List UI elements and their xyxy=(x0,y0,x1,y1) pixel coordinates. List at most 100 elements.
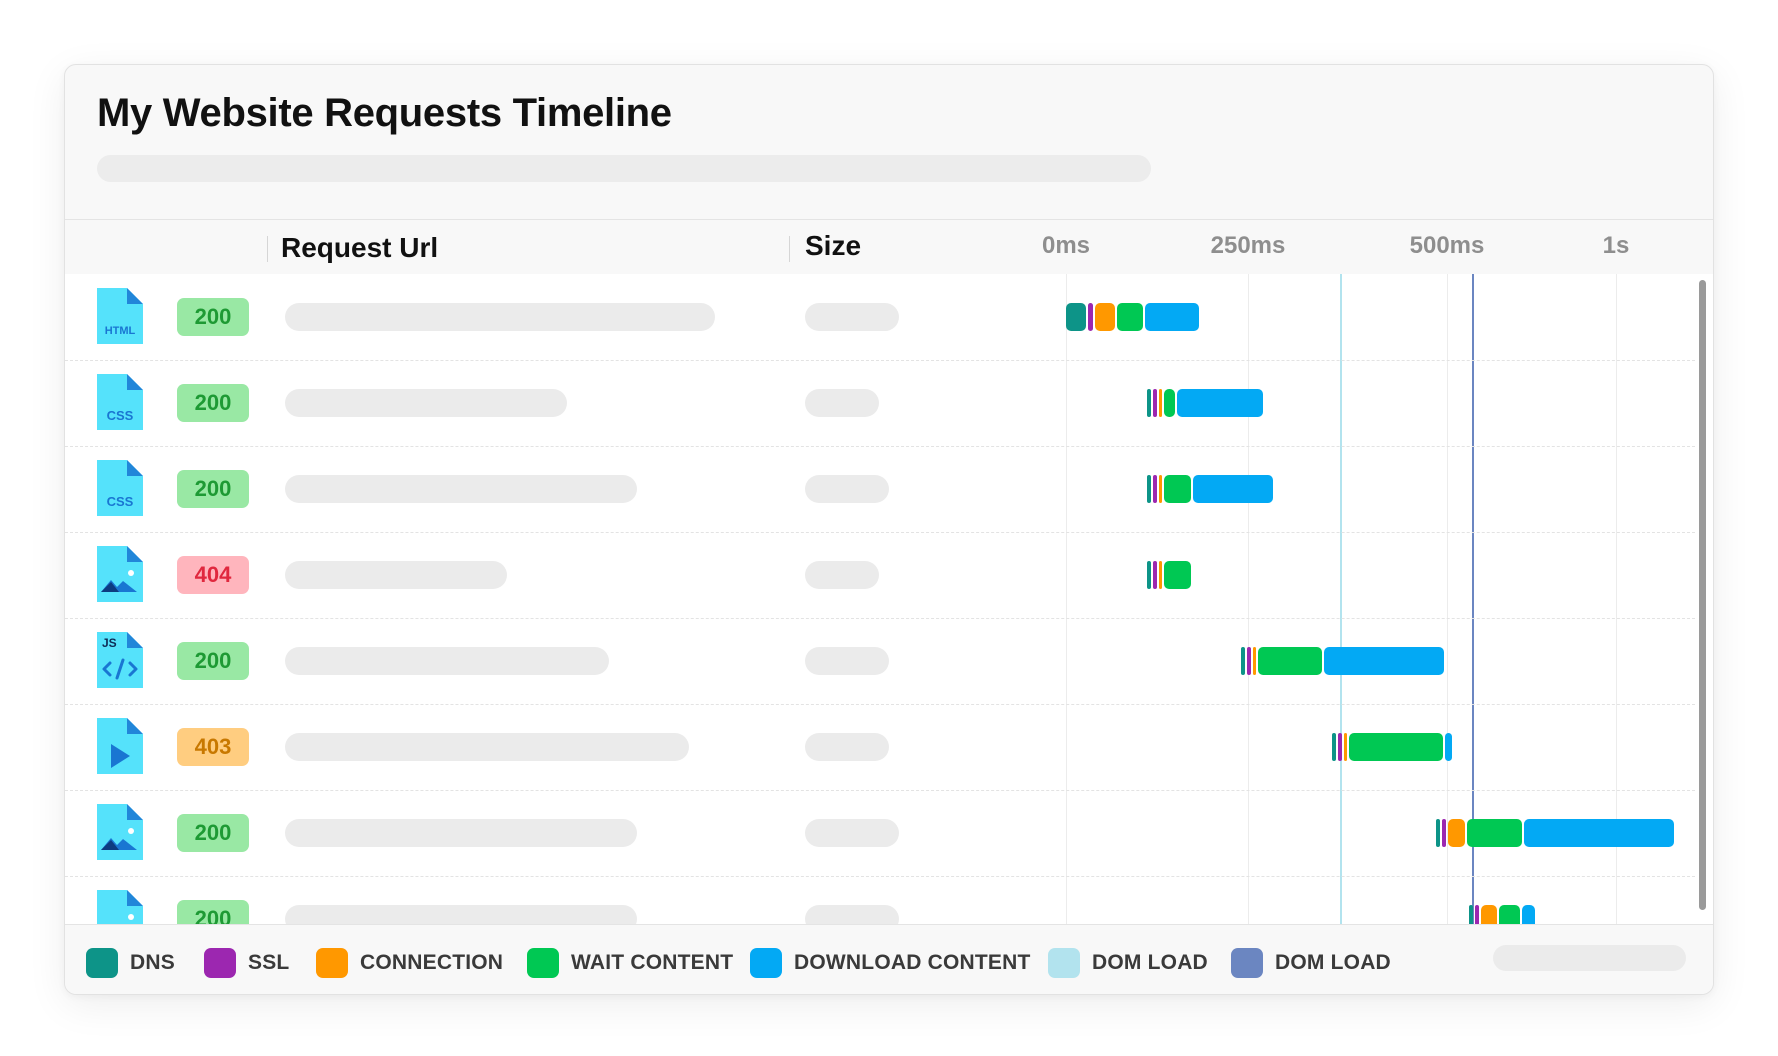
timeline-segment-wait[interactable] xyxy=(1116,303,1144,331)
request-url-placeholder xyxy=(285,389,567,417)
column-separator[interactable] xyxy=(789,236,790,262)
timeline-segment-connection[interactable] xyxy=(1344,733,1348,761)
legend-item[interactable]: CONNECTION xyxy=(316,947,503,979)
table-row[interactable]: CSS 200 xyxy=(65,360,1713,446)
legend-item[interactable]: DOM LOAD xyxy=(1231,947,1391,979)
vertical-scrollbar[interactable] xyxy=(1699,280,1706,910)
timeline-segment-connection[interactable] xyxy=(1448,819,1465,847)
legend-swatch xyxy=(1231,948,1263,978)
row-divider xyxy=(65,790,1695,791)
legend-swatch xyxy=(204,948,236,978)
timeline-segment-connection[interactable] xyxy=(1252,647,1256,675)
legend-label: DNS xyxy=(130,951,175,974)
timeline-segment-wait[interactable] xyxy=(1164,475,1191,503)
legend-label: CONNECTION xyxy=(360,951,504,974)
size-placeholder xyxy=(805,561,879,589)
timeline-segment-connection[interactable] xyxy=(1159,475,1163,503)
table-row[interactable]: 404 xyxy=(65,532,1713,618)
timeline-segment-wait[interactable] xyxy=(1257,647,1323,675)
timeline-segment-wait[interactable] xyxy=(1349,733,1443,761)
column-header-url[interactable]: Request Url xyxy=(281,232,439,263)
timeline-segment-dns[interactable] xyxy=(1468,905,1473,924)
legend-swatch xyxy=(527,948,559,978)
js-file-icon: JS xyxy=(97,632,143,688)
timeline-segment-download[interactable] xyxy=(1444,733,1453,761)
timeline-segment-ssl[interactable] xyxy=(1088,303,1093,331)
table-row[interactable]: CSS 200 xyxy=(65,446,1713,532)
legend-item[interactable]: DNS xyxy=(86,947,175,979)
timeline-segment-download[interactable] xyxy=(1192,475,1273,503)
timeline-segment-dns[interactable] xyxy=(1240,647,1245,675)
timeline-segment-download[interactable] xyxy=(1177,389,1263,417)
timeline-tick-label: 1s xyxy=(1602,232,1630,259)
status-badge: 200 xyxy=(177,900,249,924)
timeline-segment-wait[interactable] xyxy=(1164,561,1191,589)
subtitle-placeholder xyxy=(97,155,1151,182)
timeline-segment-connection[interactable] xyxy=(1094,303,1115,331)
image-file-icon xyxy=(97,804,143,860)
timeline-segment-ssl[interactable] xyxy=(1474,905,1479,924)
timeline-segment-connection[interactable] xyxy=(1159,389,1163,417)
dom-load-marker-light xyxy=(1339,274,1342,924)
timeline-gridline xyxy=(1066,274,1067,924)
request-url-placeholder xyxy=(285,733,689,761)
timeline-segment-wait[interactable] xyxy=(1164,389,1176,417)
table-row[interactable]: 403 xyxy=(65,704,1713,790)
table-row[interactable]: HTML 200 xyxy=(65,274,1713,360)
svg-text:JS: JS xyxy=(102,636,117,650)
css-file-icon: CSS xyxy=(97,460,143,516)
column-header-size[interactable]: Size xyxy=(805,230,862,261)
legend-swatch xyxy=(316,948,348,978)
timeline-segment-dns[interactable] xyxy=(1147,389,1152,417)
timeline-segment-ssl[interactable] xyxy=(1153,389,1158,417)
timeline-segment-connection[interactable] xyxy=(1159,561,1163,589)
status-badge: 404 xyxy=(177,556,249,594)
size-placeholder xyxy=(805,647,889,675)
timeline-segment-wait[interactable] xyxy=(1466,819,1523,847)
timeline-card: My Website Requests Timeline Request Url… xyxy=(64,64,1714,995)
row-divider xyxy=(65,360,1695,361)
timeline-segment-download[interactable] xyxy=(1324,647,1444,675)
table-row[interactable]: 200 xyxy=(65,790,1713,876)
legend-item[interactable]: DOWNLOAD CONTENT xyxy=(750,947,1031,979)
row-divider xyxy=(65,618,1695,619)
timeline-segment-dns[interactable] xyxy=(1066,303,1087,331)
timeline-segment-dns[interactable] xyxy=(1147,561,1152,589)
legend-item[interactable]: DOM LOAD xyxy=(1048,947,1208,979)
request-url-placeholder xyxy=(285,561,507,589)
timeline-segment-wait[interactable] xyxy=(1499,905,1520,924)
row-divider xyxy=(65,532,1695,533)
svg-text:CSS: CSS xyxy=(107,494,134,509)
legend-item[interactable]: SSL xyxy=(204,947,289,979)
size-placeholder xyxy=(805,475,889,503)
image-file-icon xyxy=(97,890,143,924)
timeline-segment-download[interactable] xyxy=(1145,303,1200,331)
table-row[interactable]: JS 200 xyxy=(65,618,1713,704)
svg-text:HTML: HTML xyxy=(105,325,136,337)
table-row[interactable]: 200 xyxy=(65,876,1713,924)
column-separator[interactable] xyxy=(267,236,268,262)
table-header: Request Url Size 0ms 250ms 500ms 1s xyxy=(65,219,1713,275)
size-placeholder xyxy=(805,819,899,847)
timeline-gridline xyxy=(1616,274,1617,924)
size-placeholder xyxy=(805,733,889,761)
timeline-segment-dns[interactable] xyxy=(1147,475,1152,503)
timeline-segment-dns[interactable] xyxy=(1332,733,1337,761)
legend-item[interactable]: WAIT CONTENT xyxy=(527,947,733,979)
timeline-segment-ssl[interactable] xyxy=(1246,647,1251,675)
request-url-placeholder xyxy=(285,475,637,503)
timeline-segment-connection[interactable] xyxy=(1480,905,1498,924)
css-file-icon: CSS xyxy=(97,374,143,430)
request-url-placeholder xyxy=(285,647,609,675)
timeline-segment-ssl[interactable] xyxy=(1338,733,1343,761)
timeline-segment-download[interactable] xyxy=(1524,819,1675,847)
status-badge: 200 xyxy=(177,384,249,422)
timeline-segment-ssl[interactable] xyxy=(1153,561,1158,589)
request-url-placeholder xyxy=(285,819,637,847)
timeline-segment-ssl[interactable] xyxy=(1442,819,1447,847)
timeline-segment-ssl[interactable] xyxy=(1153,475,1158,503)
timeline-segment-download[interactable] xyxy=(1522,905,1536,924)
legend-label: WAIT CONTENT xyxy=(571,951,734,974)
request-url-placeholder xyxy=(285,303,715,331)
timeline-segment-dns[interactable] xyxy=(1436,819,1441,847)
